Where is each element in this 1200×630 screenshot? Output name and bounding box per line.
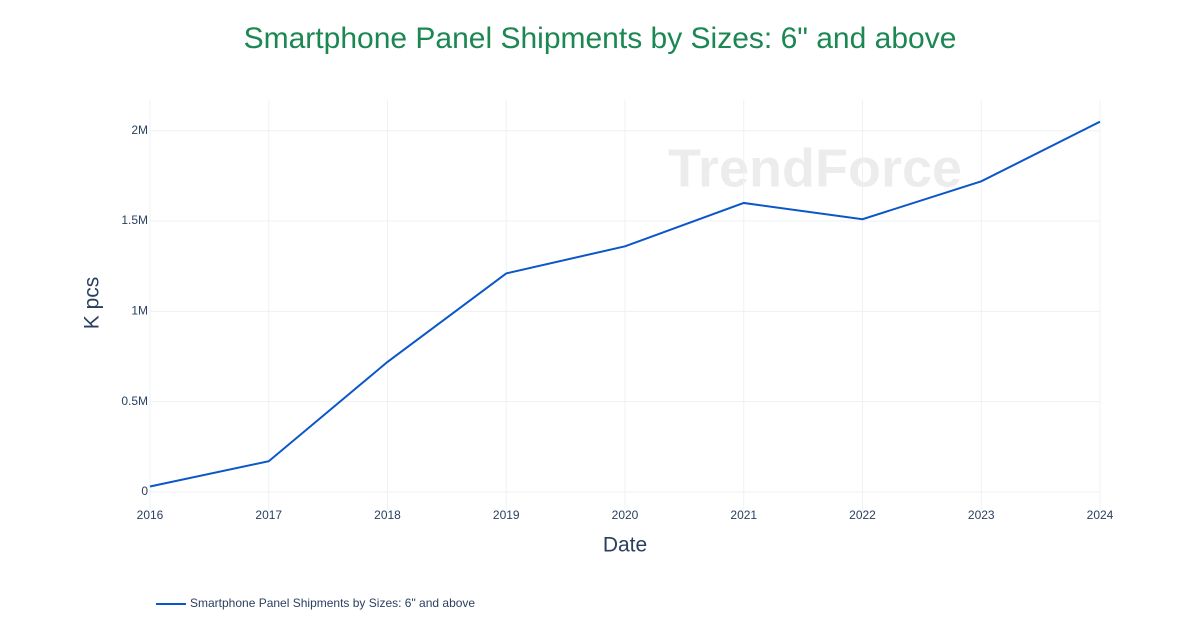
x-tick-label: 2016 [137, 508, 164, 522]
y-axis-title: K pcs [81, 277, 104, 330]
y-tick-label: 0 [141, 484, 148, 498]
y-tick-label: 1M [131, 303, 148, 317]
x-tick-label: 2017 [255, 508, 282, 522]
x-tick-label: 2021 [730, 508, 757, 522]
data-line [149, 120, 1101, 488]
x-axis-title: Date [603, 534, 647, 557]
x-tick-label: 2018 [374, 508, 401, 522]
y-tick-label: 1.5M [121, 213, 148, 227]
x-tick-label: 2023 [968, 508, 995, 522]
legend-label: Smartphone Panel Shipments by Sizes: 6" … [190, 596, 475, 610]
y-tick-label: 0.5M [121, 394, 148, 408]
x-tick-label: 2022 [849, 508, 876, 522]
x-tick-label: 2019 [493, 508, 520, 522]
watermark: TrendForce [668, 138, 962, 198]
chart-title: Smartphone Panel Shipments by Sizes: 6" … [244, 22, 957, 55]
x-tick-label: 2020 [612, 508, 639, 522]
y-tick-label: 2M [131, 123, 148, 137]
x-tick-label: 2024 [1087, 508, 1114, 522]
